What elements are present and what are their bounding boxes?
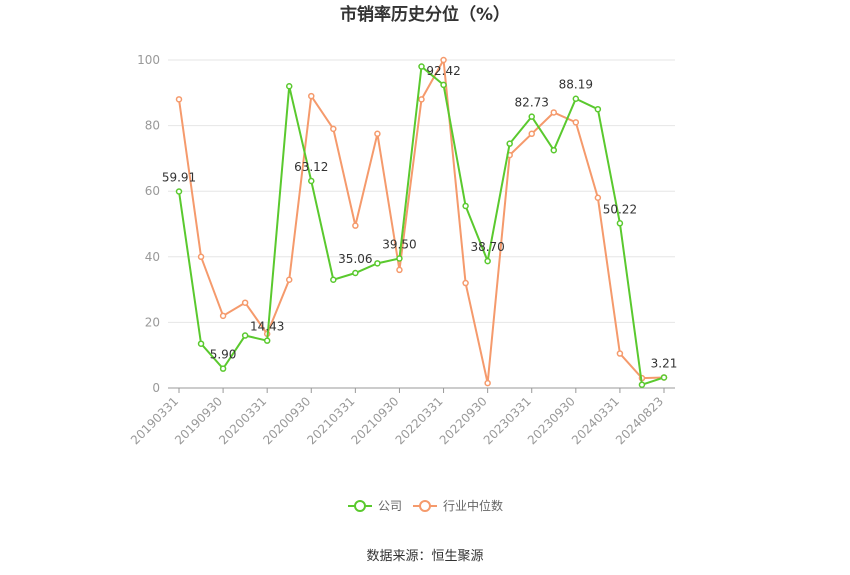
y-tick-label: 0 — [152, 381, 160, 395]
data-point — [594, 194, 602, 202]
data-point — [638, 381, 646, 388]
data-point — [197, 253, 205, 261]
legend[interactable]: 公司 行业中位数 — [348, 498, 503, 513]
data-point — [462, 202, 469, 210]
data-point — [528, 113, 535, 120]
y-tick-label: 20 — [145, 315, 160, 329]
legend-item-0[interactable]: 公司 — [348, 499, 402, 513]
x-tick-label: 20240823 — [613, 394, 666, 447]
data-label: 92.42 — [426, 64, 460, 78]
data-label: 38.70 — [470, 240, 504, 254]
data-label: 3.21 — [651, 356, 678, 370]
data-point — [219, 365, 227, 372]
legend-label: 行业中位数 — [443, 498, 503, 513]
data-point — [219, 312, 227, 320]
y-tick-label: 80 — [145, 119, 160, 133]
series-line-1 — [178, 56, 665, 384]
data-point — [308, 177, 315, 185]
data-label: 82.73 — [515, 96, 549, 110]
legend-label: 公司 — [378, 499, 402, 513]
series-group — [175, 56, 668, 388]
data-point — [396, 266, 403, 274]
data-label: 5.90 — [210, 348, 237, 362]
data-point — [197, 340, 205, 347]
data-point — [660, 374, 668, 381]
data-label: 35.06 — [338, 252, 372, 266]
data-point — [330, 125, 337, 133]
data-point — [241, 332, 249, 339]
y-tick-label: 100 — [137, 53, 160, 67]
legend-item-1[interactable]: 行业中位数 — [413, 498, 503, 513]
y-tick-label: 40 — [145, 250, 160, 264]
data-point — [308, 92, 315, 100]
y-tick-label: 60 — [145, 184, 160, 198]
data-point — [175, 188, 183, 195]
data-point — [285, 276, 293, 284]
data-labels: 59.91 5.90 14.43 63.12 35.06 39.50 92.42 38.70 8… — [162, 64, 678, 371]
data-point — [418, 63, 425, 70]
data-point — [572, 95, 580, 102]
data-point — [175, 96, 183, 103]
data-point — [528, 130, 535, 138]
data-point — [241, 299, 249, 306]
data-label: 59.91 — [162, 170, 196, 184]
data-point — [462, 279, 469, 287]
source-text: 数据来源：恒生聚源 — [366, 549, 483, 564]
data-point — [352, 269, 359, 277]
data-point — [616, 350, 624, 357]
data-point — [484, 379, 491, 387]
data-point — [418, 96, 425, 103]
data-point — [484, 257, 491, 265]
data-label: 88.19 — [559, 78, 593, 92]
data-point — [330, 276, 337, 284]
x-axis: 2019033120190930202003312020093020210331… — [128, 387, 675, 447]
data-point — [374, 130, 381, 138]
data-label: 39.50 — [382, 237, 416, 251]
data-point — [374, 260, 381, 267]
data-point — [594, 105, 602, 113]
data-label: 50.22 — [603, 202, 637, 216]
chart-title: 市销率历史分位（%） — [340, 4, 510, 25]
data-point — [263, 337, 271, 344]
data-point — [616, 220, 624, 227]
data-point — [285, 82, 293, 90]
data-label: 63.12 — [294, 160, 328, 174]
data-point — [550, 146, 558, 154]
data-point — [396, 255, 403, 262]
data-point — [572, 119, 580, 126]
data-point — [352, 222, 359, 229]
data-label: 14.43 — [250, 320, 284, 334]
data-point — [550, 109, 558, 116]
data-point — [440, 56, 447, 64]
series-line-0 — [178, 64, 665, 387]
legend-marker — [419, 500, 431, 512]
legend-marker — [354, 500, 366, 512]
data-point — [440, 81, 447, 89]
y-axis: 0 20 40 60 80 100 — [137, 53, 160, 395]
data-point — [506, 140, 513, 147]
